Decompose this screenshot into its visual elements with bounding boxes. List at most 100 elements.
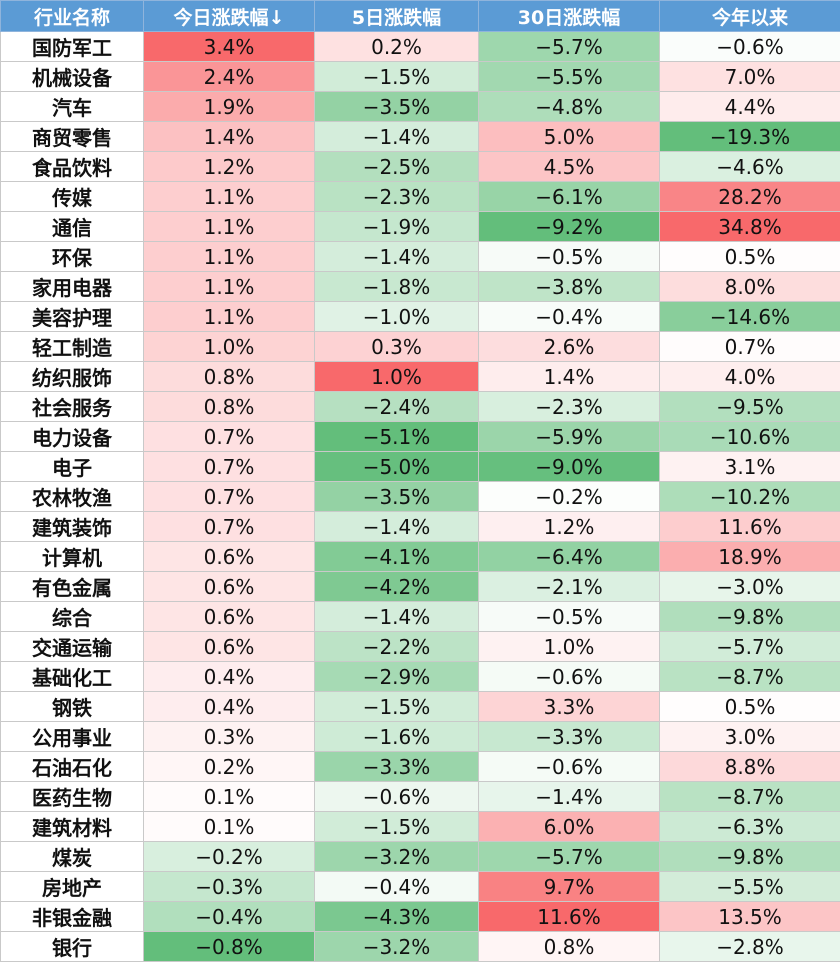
ytd-change-cell: −9.5% [660, 392, 840, 422]
industry-name-cell: 石油石化 [1, 752, 144, 782]
industry-name-cell: 环保 [1, 242, 144, 272]
five-day-change-cell: −1.4% [315, 602, 479, 632]
industry-name-cell: 食品饮料 [1, 152, 144, 182]
industry-name-cell: 建筑装饰 [1, 512, 144, 542]
thirty-day-change-cell: 9.7% [479, 872, 660, 902]
five-day-change-cell: −5.0% [315, 452, 479, 482]
today-change-cell: 2.4% [144, 62, 315, 92]
today-change-cell: −0.4% [144, 902, 315, 932]
industry-name-cell: 汽车 [1, 92, 144, 122]
thirty-day-change-cell: −4.8% [479, 92, 660, 122]
industry-name-cell: 交通运输 [1, 632, 144, 662]
today-change-cell: −0.3% [144, 872, 315, 902]
five-day-change-cell: −1.5% [315, 692, 479, 722]
thirty-day-change-cell: −1.4% [479, 782, 660, 812]
five-day-change-cell: −0.6% [315, 782, 479, 812]
thirty-day-change-cell: 3.3% [479, 692, 660, 722]
ytd-change-cell: −5.7% [660, 632, 840, 662]
industry-name-cell: 钢铁 [1, 692, 144, 722]
industry-name-cell: 农林牧渔 [1, 482, 144, 512]
five-day-change-cell: −2.2% [315, 632, 479, 662]
ytd-change-cell: −6.3% [660, 812, 840, 842]
five-day-change-cell: −0.4% [315, 872, 479, 902]
header-row: 行业名称 今日涨跌幅↓ 5日涨跌幅 30日涨跌幅 今年以来 [1, 1, 840, 32]
thirty-day-change-cell: −5.7% [479, 842, 660, 872]
thirty-day-change-cell: −0.5% [479, 602, 660, 632]
thirty-day-change-cell: 1.0% [479, 632, 660, 662]
industry-name-cell: 煤炭 [1, 842, 144, 872]
thirty-day-change-cell: −6.1% [479, 182, 660, 212]
industry-name-cell: 商贸零售 [1, 122, 144, 152]
ytd-change-cell: 28.2% [660, 182, 840, 212]
five-day-change-cell: −4.3% [315, 902, 479, 932]
today-change-cell: 0.4% [144, 662, 315, 692]
today-change-cell: 1.4% [144, 122, 315, 152]
five-day-change-cell: 0.2% [315, 32, 479, 62]
header-5day-change[interactable]: 5日涨跌幅 [315, 1, 479, 32]
header-ytd-change[interactable]: 今年以来 [660, 1, 840, 32]
thirty-day-change-cell: −6.4% [479, 542, 660, 572]
five-day-change-cell: 1.0% [315, 362, 479, 392]
ytd-change-cell: 3.0% [660, 722, 840, 752]
thirty-day-change-cell: 4.5% [479, 152, 660, 182]
ytd-change-cell: 34.8% [660, 212, 840, 242]
five-day-change-cell: −3.2% [315, 842, 479, 872]
ytd-change-cell: −8.7% [660, 662, 840, 692]
table-row: 银行−0.8%−3.2%0.8%−2.8% [1, 932, 840, 962]
five-day-change-cell: −3.2% [315, 932, 479, 962]
industry-name-cell: 银行 [1, 932, 144, 962]
today-change-cell: 1.0% [144, 332, 315, 362]
today-change-cell: 0.7% [144, 512, 315, 542]
today-change-cell: 0.1% [144, 812, 315, 842]
thirty-day-change-cell: 1.2% [479, 512, 660, 542]
today-change-cell: 0.6% [144, 542, 315, 572]
five-day-change-cell: −5.1% [315, 422, 479, 452]
today-change-cell: −0.2% [144, 842, 315, 872]
five-day-change-cell: −1.5% [315, 62, 479, 92]
ytd-change-cell: 8.0% [660, 272, 840, 302]
thirty-day-change-cell: −0.4% [479, 302, 660, 332]
ytd-change-cell: −3.0% [660, 572, 840, 602]
industry-name-cell: 医药生物 [1, 782, 144, 812]
industry-name-cell: 机械设备 [1, 62, 144, 92]
five-day-change-cell: −4.2% [315, 572, 479, 602]
industry-name-cell: 计算机 [1, 542, 144, 572]
five-day-change-cell: −1.4% [315, 512, 479, 542]
five-day-change-cell: −3.5% [315, 92, 479, 122]
table-row: 煤炭−0.2%−3.2%−5.7%−9.8% [1, 842, 840, 872]
thirty-day-change-cell: 2.6% [479, 332, 660, 362]
header-today-change[interactable]: 今日涨跌幅↓ [144, 1, 315, 32]
industry-name-cell: 社会服务 [1, 392, 144, 422]
industry-name-cell: 基础化工 [1, 662, 144, 692]
today-change-cell: 3.4% [144, 32, 315, 62]
thirty-day-change-cell: 0.8% [479, 932, 660, 962]
five-day-change-cell: −4.1% [315, 542, 479, 572]
ytd-change-cell: −9.8% [660, 602, 840, 632]
header-industry-name[interactable]: 行业名称 [1, 1, 144, 32]
today-change-cell: 0.3% [144, 722, 315, 752]
thirty-day-change-cell: −2.3% [479, 392, 660, 422]
today-change-cell: 0.8% [144, 362, 315, 392]
five-day-change-cell: −1.8% [315, 272, 479, 302]
industry-name-cell: 美容护理 [1, 302, 144, 332]
ytd-change-cell: 0.5% [660, 692, 840, 722]
header-30day-change[interactable]: 30日涨跌幅 [479, 1, 660, 32]
thirty-day-change-cell: −3.3% [479, 722, 660, 752]
today-change-cell: 0.7% [144, 422, 315, 452]
today-change-cell: 0.1% [144, 782, 315, 812]
